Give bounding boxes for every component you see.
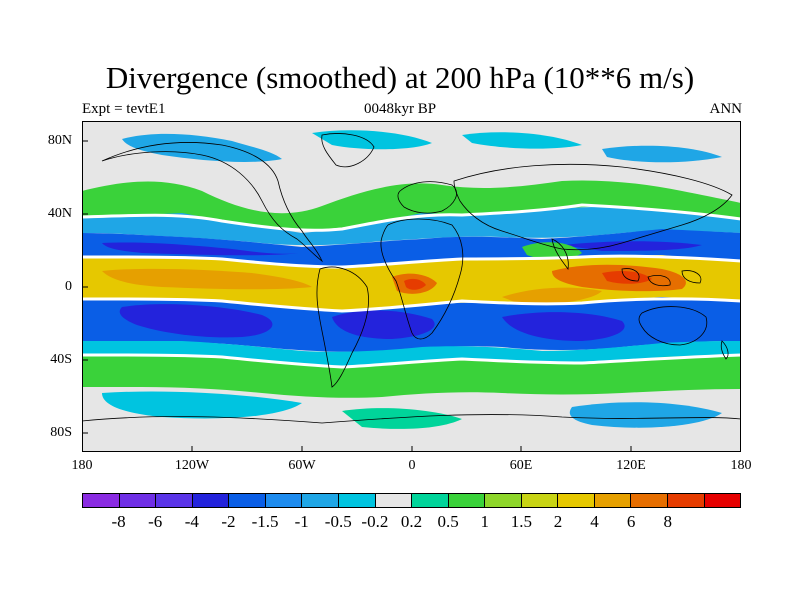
map-ticks	[82, 140, 741, 452]
equatorial-divergence-core	[102, 268, 312, 290]
sh-atlantic-convergence-core	[332, 310, 435, 339]
colorbar-swatch	[521, 494, 559, 507]
lon-label-180-west: 180	[71, 458, 93, 473]
nh-polar-convergence-patch-2	[312, 130, 432, 150]
lon-label-180-east: 180	[730, 458, 752, 473]
colorbar-tick-label: -1	[294, 512, 309, 531]
colorbar-tick-label: 8	[663, 512, 673, 531]
sh-highlat-cyan-patch-2	[569, 402, 722, 428]
colorbar-swatch	[412, 494, 449, 507]
colorbar-tick-label: 1	[480, 512, 489, 531]
lat-label-40s: 40S	[50, 352, 72, 367]
colorbar-swatch	[265, 494, 303, 507]
lon-label-120e: 120E	[616, 458, 646, 473]
colorbar-tick-label: -1.5	[251, 512, 279, 531]
colorbar-tick-label: 1.5	[510, 512, 532, 531]
sh-midlat-cyan-band	[82, 341, 741, 366]
colorbar-swatch	[192, 494, 230, 507]
lat-label-80n: 80N	[47, 133, 72, 148]
colorbar-swatch	[338, 494, 376, 507]
lon-label-60e: 60E	[509, 458, 533, 473]
colorbar-swatch	[83, 494, 120, 507]
colorbar-swatch	[631, 494, 668, 507]
colorbar-swatch	[375, 494, 413, 507]
colorbar-tick-label: -8	[111, 512, 126, 531]
colorbar-swatch	[704, 494, 741, 507]
divergence-map	[82, 121, 741, 452]
colorbar-swatch	[448, 494, 486, 507]
colorbar-tick-label: -2	[221, 512, 236, 531]
colorbar-swatch	[302, 494, 339, 507]
colorbar	[82, 493, 741, 508]
colorbar-tick-label: 4	[590, 512, 599, 531]
sh-highlat-cyan-patch	[102, 391, 302, 419]
colorbar-tick-label: -0.2	[361, 512, 389, 531]
nh-polar-convergence-patch	[122, 133, 282, 162]
zero-contours	[82, 203, 741, 369]
maritime-continent-peak	[602, 271, 652, 284]
colorbar-tick-label: 0.5	[437, 512, 459, 531]
lon-label-0: 0	[408, 458, 416, 473]
plot-title: Divergence (smoothed) at 200 hPa (10**6 …	[105, 60, 695, 95]
sh-indian-convergence-core	[502, 312, 625, 341]
colorbar-swatch	[594, 494, 632, 507]
sh-pacific-convergence-core	[119, 304, 273, 338]
lon-label-60w: 60W	[288, 458, 316, 473]
nh-midlat-positive-band	[82, 180, 741, 230]
sh-highlat-green-patch	[342, 408, 462, 429]
lon-label-120w: 120W	[174, 458, 210, 473]
nh-polar-convergence-patch-3	[462, 132, 582, 149]
coastlines	[82, 133, 741, 424]
nh-midlat-cyan-band	[82, 207, 741, 246]
indian-ocean-divergence	[502, 287, 602, 305]
lat-label-80s: 80S	[50, 425, 72, 440]
sh-storm-track-positive-band	[82, 355, 741, 398]
colorbar-swatch	[485, 494, 522, 507]
colorbar-tick-label: 6	[626, 512, 636, 531]
colorbar-swatch	[229, 494, 266, 507]
experiment-label: Expt = tevtE1	[82, 101, 166, 117]
map-panel	[82, 121, 741, 452]
colorbar-swatch	[668, 494, 705, 507]
colorbar-swatch	[156, 494, 193, 507]
nh-subtropical-core	[102, 242, 302, 256]
colorbar-tick-label: 2	[553, 512, 563, 531]
colorbar-tick-label: -6	[148, 512, 163, 531]
colorbar-tick-label: -4	[184, 512, 199, 531]
nh-polar-convergence-patch-4	[602, 145, 722, 163]
colorbar-swatch	[119, 494, 157, 507]
lat-label-40n: 40N	[47, 206, 72, 221]
lat-label-0: 0	[65, 279, 72, 294]
time-label: 0048kyr BP	[363, 101, 437, 117]
season-label: ANN	[709, 101, 743, 117]
colorbar-tick-label: -0.5	[324, 512, 352, 531]
colorbar-swatch	[558, 494, 595, 507]
africa-divergence-peak	[404, 278, 426, 290]
colorbar-tick-label: 0.2	[400, 512, 423, 531]
